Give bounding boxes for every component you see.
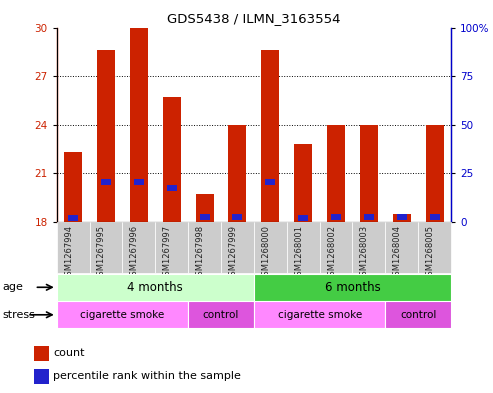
Bar (352, 222, 386, 273)
Bar (298, 215, 308, 221)
Text: GSM1268005: GSM1268005 (425, 224, 435, 281)
Bar (430, 214, 440, 220)
Bar (196, 195, 213, 222)
Bar (130, 28, 148, 222)
Text: GSM1267997: GSM1267997 (163, 224, 172, 281)
Bar (327, 125, 345, 222)
Bar (188, 301, 254, 328)
Bar (34, 346, 49, 361)
Bar (57, 274, 254, 301)
Bar (122, 222, 155, 273)
Bar (393, 214, 411, 222)
Text: GSM1267995: GSM1267995 (97, 224, 106, 281)
Bar (425, 125, 444, 222)
Bar (386, 301, 451, 328)
Bar (34, 369, 49, 384)
Bar (163, 97, 181, 222)
Text: GSM1268002: GSM1268002 (327, 224, 336, 281)
Bar (418, 222, 451, 273)
Bar (167, 185, 176, 191)
Bar (386, 222, 418, 273)
Bar (64, 152, 82, 222)
Bar (134, 179, 144, 185)
Text: control: control (203, 310, 239, 320)
Bar (101, 179, 111, 185)
Bar (319, 222, 352, 273)
Text: cigarette smoke: cigarette smoke (278, 310, 362, 320)
Bar (97, 50, 115, 222)
Bar (360, 125, 378, 222)
Text: GSM1267999: GSM1267999 (228, 224, 238, 281)
Bar (331, 214, 341, 220)
Text: 6 months: 6 months (324, 281, 381, 294)
Bar (57, 301, 188, 328)
Text: GSM1268000: GSM1268000 (261, 224, 270, 281)
Bar (397, 214, 407, 220)
Bar (200, 214, 210, 220)
Title: GDS5438 / ILMN_3163554: GDS5438 / ILMN_3163554 (167, 12, 341, 25)
Bar (228, 125, 246, 222)
Bar (265, 179, 275, 185)
Bar (254, 274, 451, 301)
Text: 4 months: 4 months (127, 281, 183, 294)
Bar (155, 222, 188, 273)
Text: age: age (2, 282, 23, 292)
Bar (221, 222, 254, 273)
Bar (294, 144, 312, 222)
Text: control: control (400, 310, 436, 320)
Text: percentile rank within the sample: percentile rank within the sample (54, 371, 242, 381)
Text: cigarette smoke: cigarette smoke (80, 310, 165, 320)
Text: stress: stress (2, 310, 35, 320)
Text: GSM1267998: GSM1267998 (196, 224, 205, 281)
Bar (254, 301, 386, 328)
Text: GSM1267996: GSM1267996 (130, 224, 139, 281)
Bar (233, 214, 243, 220)
Bar (90, 222, 122, 273)
Text: GSM1268004: GSM1268004 (393, 224, 402, 281)
Bar (254, 222, 287, 273)
Bar (364, 214, 374, 220)
Bar (68, 215, 78, 221)
Bar (57, 222, 90, 273)
Bar (188, 222, 221, 273)
Text: GSM1268003: GSM1268003 (360, 224, 369, 281)
Text: count: count (54, 348, 85, 358)
Bar (287, 222, 319, 273)
Bar (261, 50, 280, 222)
Text: GSM1268001: GSM1268001 (294, 224, 303, 281)
Text: GSM1267994: GSM1267994 (64, 224, 73, 281)
